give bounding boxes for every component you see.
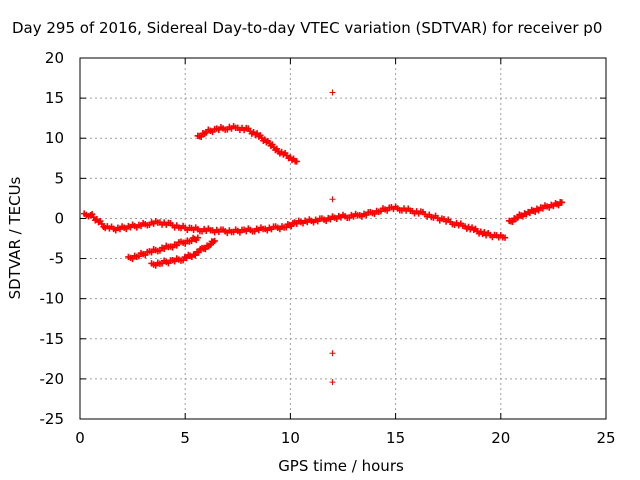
y-tick-label: 0	[54, 209, 64, 227]
outlier-point	[329, 350, 336, 357]
x-tick-label: 10	[281, 429, 300, 447]
x-axis-title: GPS time / hours	[278, 457, 404, 475]
y-axis-title: SDTVAR / TECUs	[6, 176, 24, 299]
x-tick-label: 15	[386, 429, 405, 447]
x-tick-label: 5	[180, 429, 190, 447]
y-tick-label: -15	[40, 330, 65, 348]
plot-frame	[79, 57, 607, 420]
lower-track-b-point	[192, 251, 199, 259]
upper-arc-point	[197, 133, 205, 140]
y-tick-label: -20	[40, 370, 65, 388]
lower-track-a-point	[194, 234, 202, 241]
x-tick-label: 20	[491, 429, 510, 447]
chart-title: Day 295 of 2016, Sidereal Day-to-day VTE…	[12, 19, 602, 37]
axis-ticks: 0 5 10 15 20 25 20 15 10 5 0 -5 -10 -15 -20 -25	[40, 49, 616, 447]
y-tick-label: -25	[40, 410, 65, 428]
upper-arc-point	[293, 158, 300, 165]
lower-track-b-point	[202, 245, 209, 253]
y-tick-label: 15	[45, 89, 64, 107]
lower-track-b-point	[211, 237, 218, 245]
late-rise-point	[558, 199, 566, 206]
x-tick-label: 0	[75, 429, 85, 447]
upper-arc-point	[253, 130, 261, 137]
grid-lines	[80, 58, 606, 419]
y-tick-label: -5	[49, 250, 64, 268]
y-tick-label: 10	[45, 129, 64, 147]
outlier-point	[329, 196, 336, 203]
y-tick-label: 5	[54, 169, 64, 187]
y-tick-label: -10	[40, 290, 65, 308]
outlier-point	[329, 379, 336, 386]
y-tick-label: 20	[45, 49, 64, 67]
late-rise-point	[509, 218, 516, 226]
main-band-point	[501, 234, 509, 241]
lower-track-b-point	[195, 249, 202, 256]
outlier-point	[329, 89, 336, 96]
data-points	[81, 89, 566, 386]
x-tick-label: 25	[596, 429, 615, 447]
